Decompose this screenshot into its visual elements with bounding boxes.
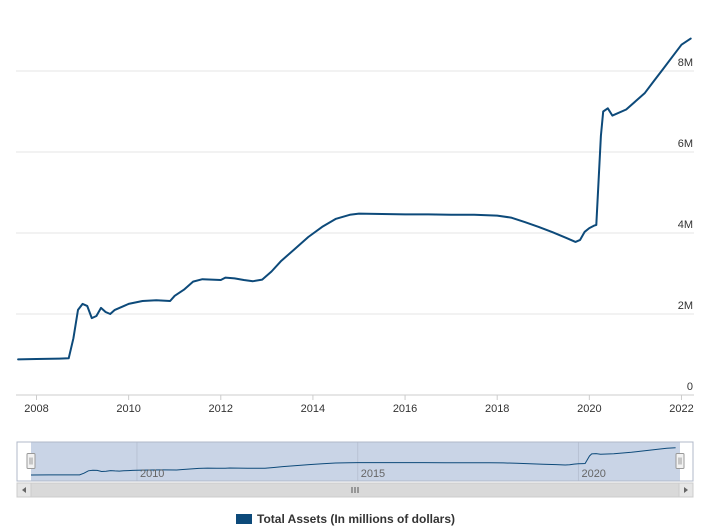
y-tick-label: 2M <box>678 300 693 312</box>
x-tick-label: 2020 <box>577 403 601 415</box>
series-line <box>17 37 692 361</box>
x-tick-label: 2022 <box>669 403 693 415</box>
y-tick-label: 8M <box>678 57 693 69</box>
navigator-label: 2020 <box>581 468 605 480</box>
grip-icon <box>675 453 685 469</box>
x-tick-label: 2018 <box>485 403 509 415</box>
x-axis-tick-labels: 2008 2010 2012 2014 2016 2018 2020 2022 <box>24 395 694 415</box>
navigator-label: 2010 <box>140 468 164 480</box>
legend-swatch <box>236 514 252 524</box>
navigator-right-handle[interactable] <box>675 453 685 469</box>
navigator-series-line <box>30 447 676 476</box>
arrow-right-icon <box>684 487 688 493</box>
y-axis-tick-labels: 0 2M 4M 6M 8M <box>678 57 693 393</box>
navigator-background <box>31 442 680 481</box>
navigator-labels: 2010 2015 2020 <box>140 468 606 480</box>
x-tick-label: 2012 <box>209 403 233 415</box>
y-tick-label: 4M <box>678 219 693 231</box>
plot-area[interactable] <box>17 37 692 361</box>
arrow-left-icon <box>22 487 26 493</box>
scroll-left-button[interactable] <box>16 482 32 498</box>
x-tick-label: 2014 <box>301 403 325 415</box>
x-tick-label: 2016 <box>393 403 417 415</box>
navigator-left-handle[interactable] <box>26 453 36 469</box>
navigator-outline <box>16 441 694 482</box>
navigator-grid-lines <box>136 442 579 481</box>
scroll-right-button[interactable] <box>678 482 694 498</box>
grid-lines <box>16 70 694 315</box>
navigator-label: 2015 <box>361 468 385 480</box>
y-tick-label: 0 <box>687 381 693 393</box>
scroll-grip-icon <box>351 487 359 493</box>
range-navigator[interactable]: 2010 2015 2020 <box>16 441 694 482</box>
navigator-scrollbar[interactable] <box>16 482 694 498</box>
x-tick-label: 2008 <box>24 403 48 415</box>
legend[interactable]: Total Assets (In millions of dollars) <box>236 512 455 526</box>
grip-icon <box>26 453 36 469</box>
legend-label: Total Assets (In millions of dollars) <box>257 512 455 526</box>
x-tick-label: 2010 <box>116 403 140 415</box>
y-tick-label: 6M <box>678 138 693 150</box>
